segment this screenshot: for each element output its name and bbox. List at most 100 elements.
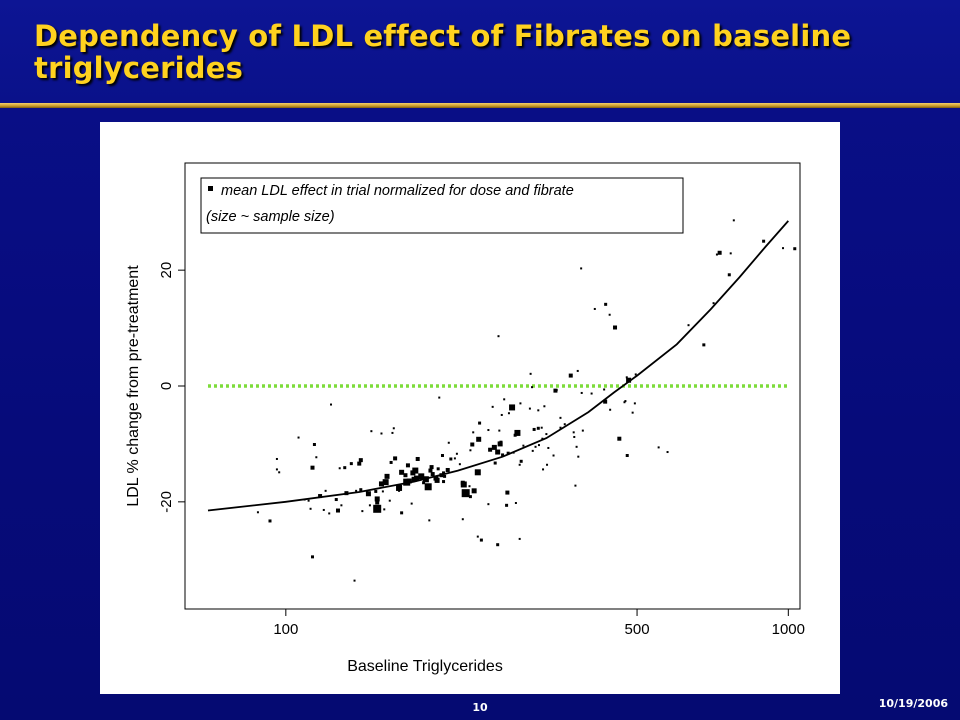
data-point	[365, 491, 371, 497]
legend-marker	[208, 186, 213, 191]
data-point	[312, 443, 316, 447]
legend-line-1: mean LDL effect in trial normalized for …	[221, 183, 574, 199]
data-point	[603, 388, 606, 391]
title-bar: Dependency of LDL effect of Fibrates on …	[0, 0, 960, 103]
data-point	[393, 456, 398, 461]
data-point	[546, 463, 549, 466]
footer-date: 10/19/2006	[878, 697, 948, 710]
data-point	[324, 489, 327, 492]
data-point	[418, 473, 425, 480]
data-point	[793, 247, 797, 251]
data-point	[488, 447, 493, 452]
data-point	[479, 538, 483, 542]
data-point	[275, 457, 278, 460]
data-point	[449, 457, 453, 461]
data-point	[381, 490, 384, 493]
data-point	[382, 479, 389, 486]
data-point	[625, 454, 629, 458]
legend: mean LDL effect in trial normalized for …	[200, 177, 684, 234]
data-point	[442, 480, 446, 484]
data-point	[498, 429, 501, 432]
data-point	[406, 478, 412, 484]
data-point	[392, 427, 395, 430]
data-point	[491, 444, 497, 450]
data-point	[563, 423, 566, 426]
data-point	[506, 451, 510, 455]
data-point	[338, 467, 341, 470]
data-point	[335, 508, 340, 513]
data-point	[400, 511, 404, 515]
data-point	[613, 325, 618, 330]
data-point	[309, 507, 312, 510]
data-point	[445, 467, 450, 472]
data-point	[518, 537, 521, 540]
data-point	[577, 455, 580, 458]
data-point	[608, 313, 611, 316]
data-point	[487, 429, 490, 432]
x-tick-label: 500	[625, 621, 650, 638]
data-point	[519, 459, 523, 463]
data-point	[443, 474, 447, 478]
data-point	[497, 335, 500, 338]
data-point	[368, 504, 371, 507]
data-point	[470, 442, 475, 447]
data-point	[391, 431, 394, 434]
data-point	[389, 460, 393, 464]
axes: 100 500 1000 -20 0 20	[158, 262, 805, 638]
data-point	[349, 462, 353, 466]
data-point	[405, 463, 410, 468]
data-point	[380, 432, 383, 435]
data-point	[370, 430, 373, 433]
data-point	[322, 508, 325, 511]
data-point	[357, 461, 362, 466]
data-point	[358, 458, 363, 463]
data-point	[555, 389, 558, 392]
slide-title: Dependency of LDL effect of Fibrates on …	[34, 19, 852, 85]
data-point	[476, 535, 479, 538]
data-point	[311, 555, 315, 559]
data-point	[430, 472, 435, 477]
data-point	[519, 402, 522, 405]
data-point	[559, 416, 562, 419]
data-point	[581, 429, 584, 432]
data-point	[460, 481, 467, 488]
data-point	[574, 484, 577, 487]
data-points	[256, 219, 797, 582]
data-point	[310, 465, 315, 470]
data-point	[712, 302, 715, 305]
data-point	[436, 467, 440, 471]
data-point	[493, 461, 497, 465]
data-point	[374, 489, 378, 493]
data-point	[715, 253, 718, 256]
data-point	[424, 483, 432, 491]
data-point	[471, 488, 477, 494]
data-point	[468, 495, 472, 499]
fit-curve-layer	[207, 220, 789, 512]
data-point	[415, 456, 420, 461]
data-point	[552, 454, 555, 457]
data-point	[580, 267, 583, 270]
data-point	[532, 427, 536, 431]
data-point	[496, 543, 500, 547]
data-point	[438, 396, 441, 399]
data-point	[458, 463, 461, 466]
page-number: 10	[472, 701, 488, 714]
data-point	[624, 400, 627, 403]
data-point	[378, 481, 384, 487]
data-point	[440, 454, 444, 458]
data-point	[545, 433, 548, 436]
data-point	[633, 402, 636, 405]
data-point	[505, 490, 510, 495]
data-point	[422, 481, 426, 485]
data-point	[453, 457, 456, 460]
y-axis-label: LDL % change from pre-treatment	[125, 265, 142, 507]
data-point	[573, 435, 576, 438]
data-point	[537, 444, 540, 447]
data-point	[687, 324, 690, 327]
data-point	[268, 519, 272, 523]
data-point	[540, 426, 543, 429]
data-point	[528, 407, 531, 410]
data-point	[575, 445, 578, 448]
data-point	[476, 436, 482, 442]
data-point	[509, 404, 516, 411]
